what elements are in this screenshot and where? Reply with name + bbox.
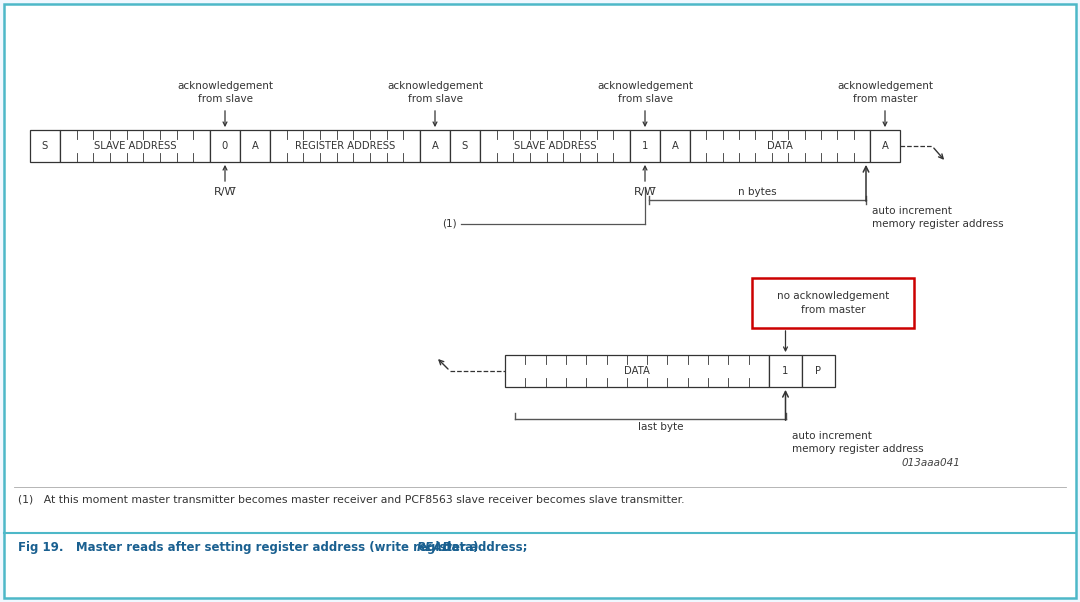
Bar	[870, 130, 900, 162]
Text: acknowledgement
from slave: acknowledgement from slave	[387, 81, 483, 104]
Bar	[660, 130, 690, 162]
Text: SLAVE ADDRESS: SLAVE ADDRESS	[514, 141, 596, 151]
Text: acknowledgement
from slave: acknowledgement from slave	[597, 81, 693, 104]
Bar	[420, 130, 450, 162]
Text: S: S	[462, 141, 468, 151]
Text: 1: 1	[642, 141, 648, 151]
Bar	[270, 130, 420, 162]
Text: A: A	[252, 141, 258, 151]
Text: 0: 0	[221, 141, 228, 151]
Text: 013aaa041: 013aaa041	[901, 458, 960, 468]
Bar	[450, 130, 480, 162]
Bar	[30, 130, 60, 162]
Text: S: S	[42, 141, 49, 151]
Bar	[769, 355, 802, 387]
Text: REGISTER ADDRESS: REGISTER ADDRESS	[295, 141, 395, 151]
Text: data): data)	[440, 541, 478, 554]
Bar	[690, 130, 870, 162]
Text: auto increment
memory register address: auto increment memory register address	[792, 431, 923, 454]
Text: R/W̅: R/W̅	[634, 187, 657, 197]
Bar	[802, 355, 835, 387]
Bar	[60, 130, 210, 162]
Text: n bytes: n bytes	[739, 187, 777, 197]
Text: (1)   At this moment master transmitter becomes master receiver and PCF8563 slav: (1) At this moment master transmitter be…	[18, 495, 685, 505]
Bar	[505, 355, 769, 387]
Bar	[210, 130, 240, 162]
Bar	[240, 130, 270, 162]
Text: P: P	[815, 366, 822, 376]
Text: last byte: last byte	[637, 422, 683, 432]
Text: DATA: DATA	[624, 366, 650, 376]
Text: SLAVE ADDRESS: SLAVE ADDRESS	[94, 141, 176, 151]
Text: READ: READ	[417, 541, 453, 554]
Text: DATA: DATA	[767, 141, 793, 151]
Bar	[752, 278, 914, 328]
Text: 1: 1	[782, 366, 788, 376]
Text: acknowledgement
from master: acknowledgement from master	[837, 81, 933, 104]
Bar	[480, 130, 630, 162]
Text: auto increment
memory register address: auto increment memory register address	[872, 206, 1003, 229]
Text: A: A	[881, 141, 889, 151]
Text: A: A	[432, 141, 438, 151]
Text: acknowledgement
from slave: acknowledgement from slave	[177, 81, 273, 104]
Text: A: A	[672, 141, 678, 151]
Bar	[630, 130, 660, 162]
Text: (1): (1)	[443, 219, 457, 229]
Text: Fig 19.   Master reads after setting register address (write register address;: Fig 19. Master reads after setting regis…	[18, 541, 531, 554]
Text: no acknowledgement
from master: no acknowledgement from master	[777, 291, 889, 315]
Text: R/W̅: R/W̅	[214, 187, 237, 197]
